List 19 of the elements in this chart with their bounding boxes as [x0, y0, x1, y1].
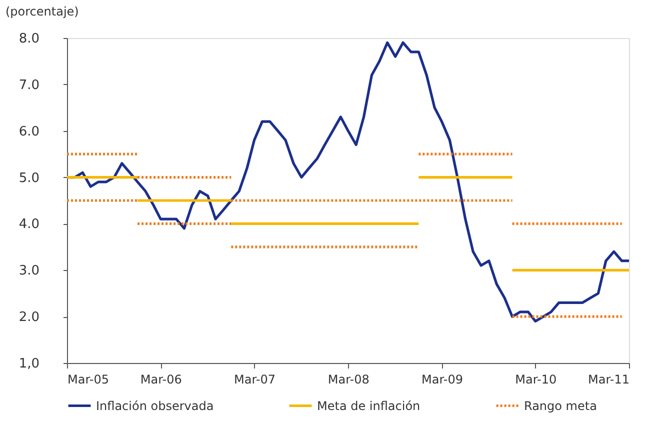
x-tick-label: Mar-07 — [234, 372, 276, 386]
y-axis-title: (porcentaje) — [6, 4, 79, 18]
x-tick-label: Mar-11 — [588, 372, 630, 386]
y-tick-label: 8.0 — [18, 32, 40, 46]
x-tick-label: Mar-06 — [140, 372, 182, 386]
y-tick-label: 5.0 — [18, 170, 40, 186]
y-tick-label: 2.0 — [18, 310, 40, 326]
legend-label: Rango meta — [524, 398, 597, 413]
y-tick-label: 7.0 — [18, 78, 40, 93]
y-tick-label: 6.0 — [18, 124, 40, 140]
y-tick-label: 4.0 — [18, 217, 40, 232]
y-tick-label: 1,0 — [18, 356, 40, 372]
legend-label: Meta de inflación — [317, 398, 420, 413]
x-tick-label: Mar-09 — [422, 372, 463, 386]
x-tick-label: Mar-08 — [328, 372, 370, 386]
x-tick-label: Mar-10 — [515, 372, 557, 386]
legend-label: Inflación observada — [96, 398, 214, 413]
x-tick-label: Mar-05 — [68, 372, 109, 386]
y-tick-label: 3.0 — [18, 264, 40, 279]
